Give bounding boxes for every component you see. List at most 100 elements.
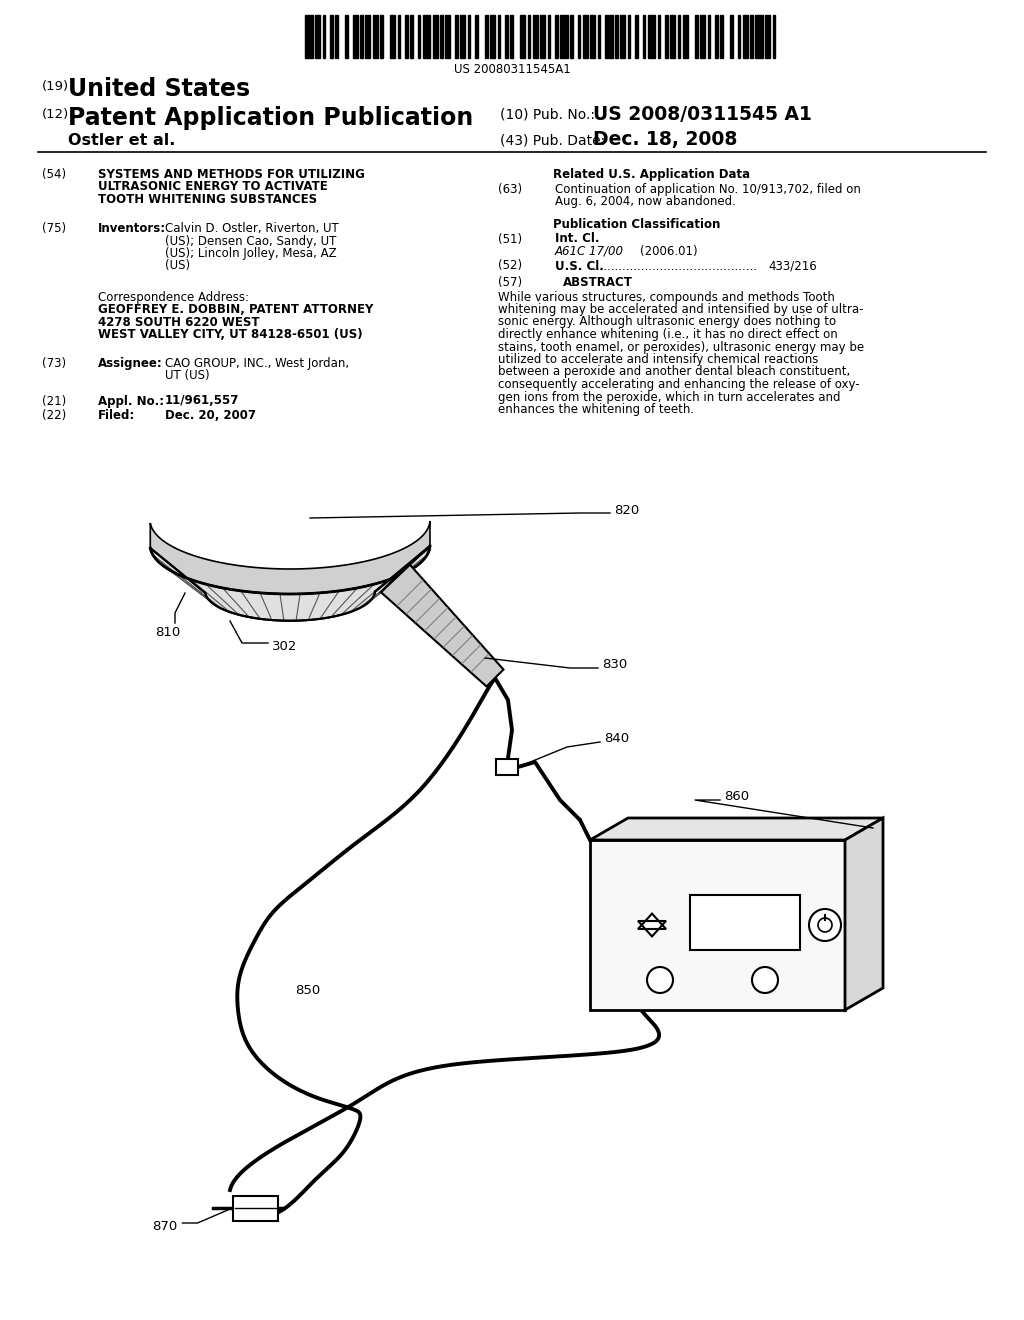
Bar: [455, 15, 458, 58]
Text: (19): (19): [42, 81, 70, 92]
Bar: [232, 1196, 278, 1221]
Text: 4278 SOUTH 6220 WEST: 4278 SOUTH 6220 WEST: [98, 315, 259, 329]
Bar: [352, 15, 357, 58]
Text: directly enhance whitening (i.e., it has no direct effect on: directly enhance whitening (i.e., it has…: [498, 327, 838, 341]
Bar: [540, 15, 545, 58]
Text: A61C 17/00: A61C 17/00: [555, 246, 624, 257]
Text: CAO GROUP, INC., West Jordan,: CAO GROUP, INC., West Jordan,: [165, 356, 349, 370]
Text: U.S. Cl.: U.S. Cl.: [555, 260, 604, 272]
Text: Ostler et al.: Ostler et al.: [68, 133, 175, 148]
Text: between a peroxide and another dental bleach constituent,: between a peroxide and another dental bl…: [498, 366, 850, 379]
Text: (54): (54): [42, 168, 67, 181]
Text: Related U.S. Application Data: Related U.S. Application Data: [553, 168, 751, 181]
Bar: [315, 15, 319, 58]
Bar: [373, 15, 378, 58]
Bar: [475, 15, 477, 58]
Polygon shape: [151, 546, 430, 620]
Text: Int. Cl.: Int. Cl.: [555, 232, 599, 246]
Text: Publication Classification: Publication Classification: [553, 218, 720, 231]
Bar: [678, 15, 680, 58]
Text: 860: 860: [724, 791, 750, 804]
Text: (73): (73): [42, 356, 67, 370]
Bar: [440, 15, 442, 58]
Text: 302: 302: [272, 639, 297, 652]
Text: Dec. 20, 2007: Dec. 20, 2007: [165, 409, 256, 422]
Bar: [730, 15, 732, 58]
Text: While various structures, compounds and methods Tooth: While various structures, compounds and …: [498, 290, 835, 304]
Text: (22): (22): [42, 409, 67, 422]
Text: (12): (12): [42, 108, 70, 121]
Bar: [345, 15, 347, 58]
Bar: [548, 15, 550, 58]
Text: 433/216: 433/216: [768, 260, 817, 272]
Bar: [432, 15, 437, 58]
Circle shape: [752, 968, 778, 993]
Text: consequently accelerating and enhancing the release of oxy-: consequently accelerating and enhancing …: [498, 378, 859, 391]
Bar: [423, 15, 430, 58]
Text: US 2008/0311545 A1: US 2008/0311545 A1: [593, 106, 812, 124]
Polygon shape: [845, 818, 883, 1010]
Text: ULTRASONIC ENERGY TO ACTIVATE: ULTRASONIC ENERGY TO ACTIVATE: [98, 181, 328, 194]
Text: stains, tooth enamel, or peroxides), ultrasonic energy may be: stains, tooth enamel, or peroxides), ult…: [498, 341, 864, 354]
Bar: [750, 15, 753, 58]
Text: utilized to accelerate and intensify chemical reactions: utilized to accelerate and intensify che…: [498, 352, 818, 366]
Bar: [510, 15, 512, 58]
Bar: [520, 15, 525, 58]
Polygon shape: [151, 521, 430, 594]
Text: 11/961,557: 11/961,557: [165, 395, 240, 408]
Text: Patent Application Publication: Patent Application Publication: [68, 106, 473, 129]
Bar: [445, 15, 450, 58]
Bar: [605, 15, 612, 58]
Bar: [468, 15, 470, 58]
Bar: [583, 15, 588, 58]
Text: (43) Pub. Date:: (43) Pub. Date:: [500, 133, 605, 147]
Text: enhances the whitening of teeth.: enhances the whitening of teeth.: [498, 403, 694, 416]
Bar: [620, 15, 625, 58]
Bar: [720, 15, 723, 58]
Text: TOOTH WHITENING SUBSTANCES: TOOTH WHITENING SUBSTANCES: [98, 193, 317, 206]
Bar: [590, 15, 595, 58]
Bar: [665, 15, 668, 58]
Text: gen ions from the peroxide, which in turn accelerates and: gen ions from the peroxide, which in tur…: [498, 391, 841, 404]
Polygon shape: [381, 564, 504, 686]
Bar: [490, 15, 495, 58]
Bar: [527, 15, 530, 58]
Text: (52): (52): [498, 260, 522, 272]
Text: SYSTEMS AND METHODS FOR UTILIZING: SYSTEMS AND METHODS FOR UTILIZING: [98, 168, 365, 181]
Bar: [642, 15, 645, 58]
Bar: [742, 15, 748, 58]
Bar: [360, 15, 362, 58]
Bar: [335, 15, 338, 58]
Text: 850: 850: [295, 983, 321, 997]
Bar: [695, 15, 697, 58]
Bar: [390, 15, 395, 58]
Text: (63): (63): [498, 182, 522, 195]
Bar: [555, 15, 557, 58]
Text: 820: 820: [614, 503, 639, 516]
Bar: [323, 15, 325, 58]
Text: Filed:: Filed:: [98, 409, 135, 422]
Text: Continuation of application No. 10/913,702, filed on: Continuation of application No. 10/913,7…: [555, 182, 861, 195]
Bar: [560, 15, 567, 58]
Text: Dec. 18, 2008: Dec. 18, 2008: [593, 129, 737, 149]
Text: Correspondence Address:: Correspondence Address:: [98, 290, 249, 304]
Bar: [615, 15, 617, 58]
Circle shape: [647, 968, 673, 993]
Text: (US); Densen Cao, Sandy, UT: (US); Densen Cao, Sandy, UT: [165, 235, 336, 248]
Text: ABSTRACT: ABSTRACT: [563, 276, 633, 289]
Text: Appl. No.:: Appl. No.:: [98, 395, 164, 408]
Text: Calvin D. Ostler, Riverton, UT: Calvin D. Ostler, Riverton, UT: [165, 222, 339, 235]
Bar: [700, 15, 705, 58]
Text: UT (US): UT (US): [165, 370, 210, 383]
Bar: [485, 15, 487, 58]
Bar: [628, 15, 630, 58]
Bar: [590, 840, 845, 1010]
Text: (US); Lincoln Jolley, Mesa, AZ: (US); Lincoln Jolley, Mesa, AZ: [165, 247, 337, 260]
Circle shape: [809, 909, 841, 941]
Bar: [690, 895, 800, 950]
Bar: [737, 15, 740, 58]
Text: 830: 830: [602, 659, 628, 672]
Bar: [532, 15, 538, 58]
Bar: [578, 15, 580, 58]
Bar: [406, 15, 408, 58]
